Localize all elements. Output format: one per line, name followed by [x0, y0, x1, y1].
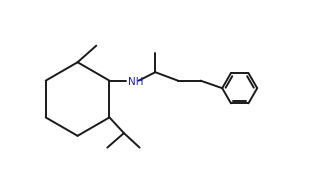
Text: NH: NH [128, 77, 143, 87]
